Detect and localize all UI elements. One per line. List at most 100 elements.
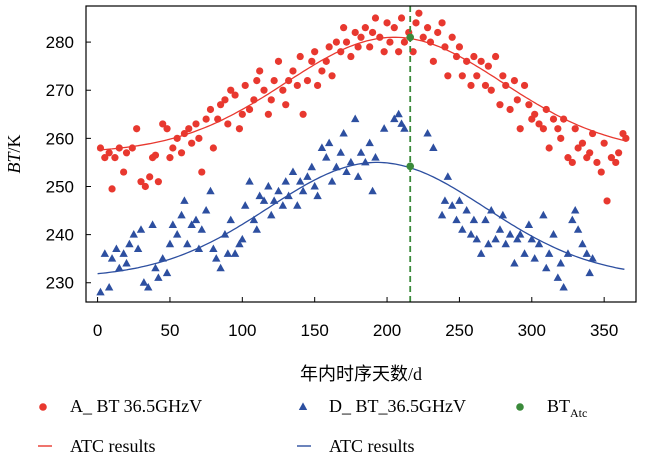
bt-atc-point [406, 162, 415, 171]
data-point-triangle [119, 249, 128, 257]
data-point-circle [525, 101, 533, 109]
data-point-circle [361, 24, 369, 32]
data-point-circle [173, 134, 181, 142]
data-point-triangle [336, 148, 345, 156]
data-point-circle [308, 57, 316, 65]
data-point-triangle [549, 230, 558, 238]
data-point-triangle [129, 230, 138, 238]
data-point-triangle [452, 215, 461, 224]
data-point-circle [441, 43, 449, 51]
data-point-triangle [342, 167, 351, 176]
atc-fit-curve-1 [97, 36, 625, 151]
data-point-circle [214, 115, 222, 123]
data-point-triangle [307, 162, 316, 171]
data-point-triangle [220, 230, 230, 238]
data-point-circle [101, 154, 109, 162]
data-point-circle [188, 139, 196, 147]
data-point-triangle [201, 205, 211, 214]
data-point-circle [487, 86, 495, 94]
data-point-triangle [139, 278, 149, 286]
data-point-circle [354, 43, 362, 51]
data-point-circle [185, 125, 193, 133]
data-point-circle [597, 168, 605, 176]
data-point-triangle [194, 244, 204, 253]
x-tick-label: 100 [228, 321, 256, 340]
legend-label-subscript: Atc [570, 406, 587, 420]
data-point-triangle [447, 201, 457, 209]
data-point-circle [593, 158, 601, 167]
data-point-triangle [298, 402, 308, 410]
data-point-triangle [498, 210, 508, 219]
data-point-circle [166, 154, 174, 162]
data-point-triangle [466, 230, 476, 238]
data-point-circle [622, 134, 630, 142]
data-point-circle [285, 77, 293, 85]
y-tick-label: 250 [46, 177, 74, 196]
data-point-circle [438, 19, 446, 27]
data-point-circle [340, 24, 348, 32]
data-point-circle [607, 154, 615, 162]
data-point-circle [366, 43, 374, 51]
data-point-triangle [476, 249, 486, 257]
legend-symbol-circle [39, 403, 47, 411]
data-point-triangle [235, 239, 244, 248]
data-point-circle [545, 144, 553, 152]
data-point-triangle [553, 273, 563, 281]
data-point-circle [484, 62, 492, 70]
data-point-circle [520, 81, 529, 90]
data-point-triangle [571, 205, 580, 214]
data-point-triangle [510, 258, 519, 267]
y-tick-label: 280 [46, 33, 74, 52]
data-point-circle [217, 101, 225, 109]
data-point-triangle [472, 234, 481, 243]
data-point-triangle [284, 191, 293, 200]
data-point-circle [560, 115, 568, 123]
data-point-triangle [136, 225, 146, 233]
y-tick-label: 230 [46, 274, 74, 293]
data-point-triangle [346, 157, 356, 166]
data-point-triangle [568, 215, 577, 224]
data-point-circle [578, 139, 587, 147]
data-point-circle [192, 120, 200, 128]
data-point-triangle [455, 196, 464, 204]
data-point-circle [198, 168, 206, 176]
data-point-circle [542, 105, 550, 114]
data-point-triangle [180, 196, 189, 204]
data-point-circle [574, 144, 582, 152]
data-point-triangle [288, 167, 298, 176]
data-point-circle [250, 96, 258, 104]
data-point-circle [586, 149, 594, 157]
data-point-triangle [144, 282, 153, 291]
data-point-circle [105, 149, 113, 157]
data-point-triangle [327, 177, 337, 185]
data-point-triangle [267, 210, 276, 219]
data-point-triangle [104, 282, 114, 291]
data-point-triangle [168, 220, 178, 228]
data-point-circle [571, 125, 579, 133]
legend-label: A_ BT 36.5GHzV [70, 396, 202, 416]
data-point-triangle [255, 191, 264, 200]
plot-area [96, 6, 630, 302]
data-point-circle [235, 125, 244, 133]
legend-label-text: A_ BT 36.5GHzV [70, 396, 202, 416]
legend-label-text: ATC results [70, 436, 156, 456]
data-point-circle [510, 77, 519, 85]
legend-label-text: ATC results [329, 436, 415, 456]
data-point-triangle [437, 210, 447, 219]
data-point-triangle [226, 215, 235, 224]
data-point-triangle [397, 119, 406, 127]
data-point-triangle [112, 244, 121, 253]
data-point-triangle [223, 249, 233, 257]
data-point-triangle [278, 201, 288, 209]
data-point-triangle [368, 186, 377, 195]
data-point-triangle [96, 287, 105, 296]
data-point-circle [347, 52, 355, 61]
legend-symbol-dot [516, 403, 524, 411]
data-point-triangle [513, 234, 522, 243]
data-point-triangle [187, 220, 196, 228]
data-point-circle [531, 110, 539, 118]
data-point-triangle [534, 239, 544, 248]
data-point-triangle [154, 273, 163, 281]
data-point-triangle [332, 162, 341, 171]
data-point-circle [253, 77, 261, 85]
